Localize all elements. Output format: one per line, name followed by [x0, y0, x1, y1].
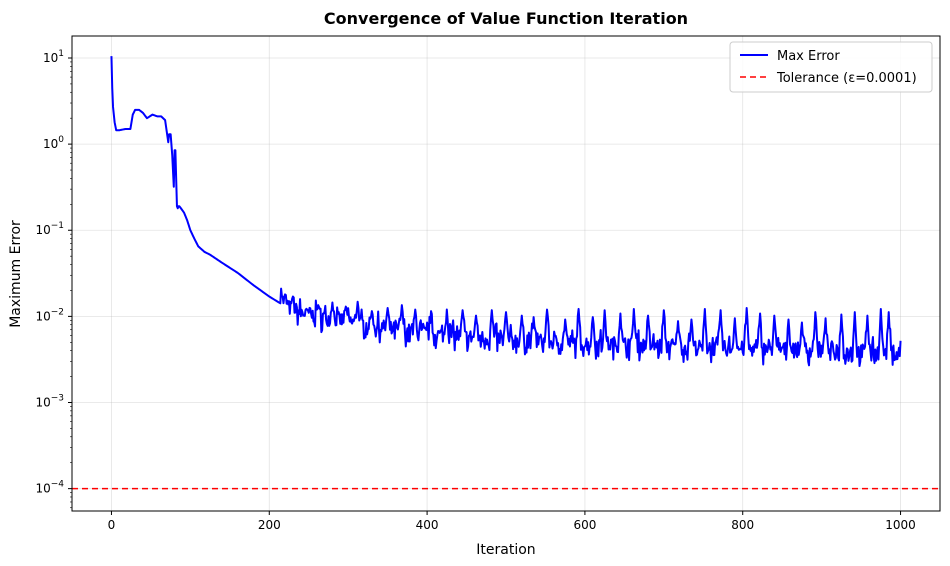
- x-tick-label: 0: [108, 518, 116, 532]
- x-axis: 0 200 400 600 800 1000: [108, 511, 916, 532]
- y-tick-label: 10−2: [35, 307, 64, 323]
- y-tick-label: 10−1: [35, 221, 64, 237]
- y-tick-label: 101: [43, 49, 64, 65]
- legend-label-tolerance: Tolerance (ε=0.0001): [776, 71, 917, 86]
- plot-frame: [71, 35, 941, 512]
- legend-box: [729, 41, 933, 93]
- x-tick-label: 600: [573, 518, 596, 532]
- legend: Max Error Tolerance (ε=0.0001): [729, 41, 933, 93]
- x-tick-label: 1000: [885, 518, 916, 532]
- x-axis-title: Iteration: [476, 542, 535, 558]
- y-tick-label: 10−4: [35, 480, 64, 496]
- y-axis-title: Maximum Error: [8, 220, 24, 328]
- chart-title: Convergence of Value Function Iteration: [324, 9, 688, 28]
- x-tick-label: 400: [416, 518, 439, 532]
- y-tick-label: 10−3: [35, 394, 64, 410]
- series-line-max-error: [110, 56, 902, 368]
- x-tick-label: 800: [731, 518, 754, 532]
- y-axis: 10−4 10−3 10−2 10−1 100 101: [35, 49, 72, 509]
- legend-label-max-error: Max Error: [777, 49, 840, 64]
- x-tick-label: 200: [258, 518, 281, 532]
- series-layer: [72, 56, 940, 490]
- y-tick-label: 100: [43, 135, 64, 151]
